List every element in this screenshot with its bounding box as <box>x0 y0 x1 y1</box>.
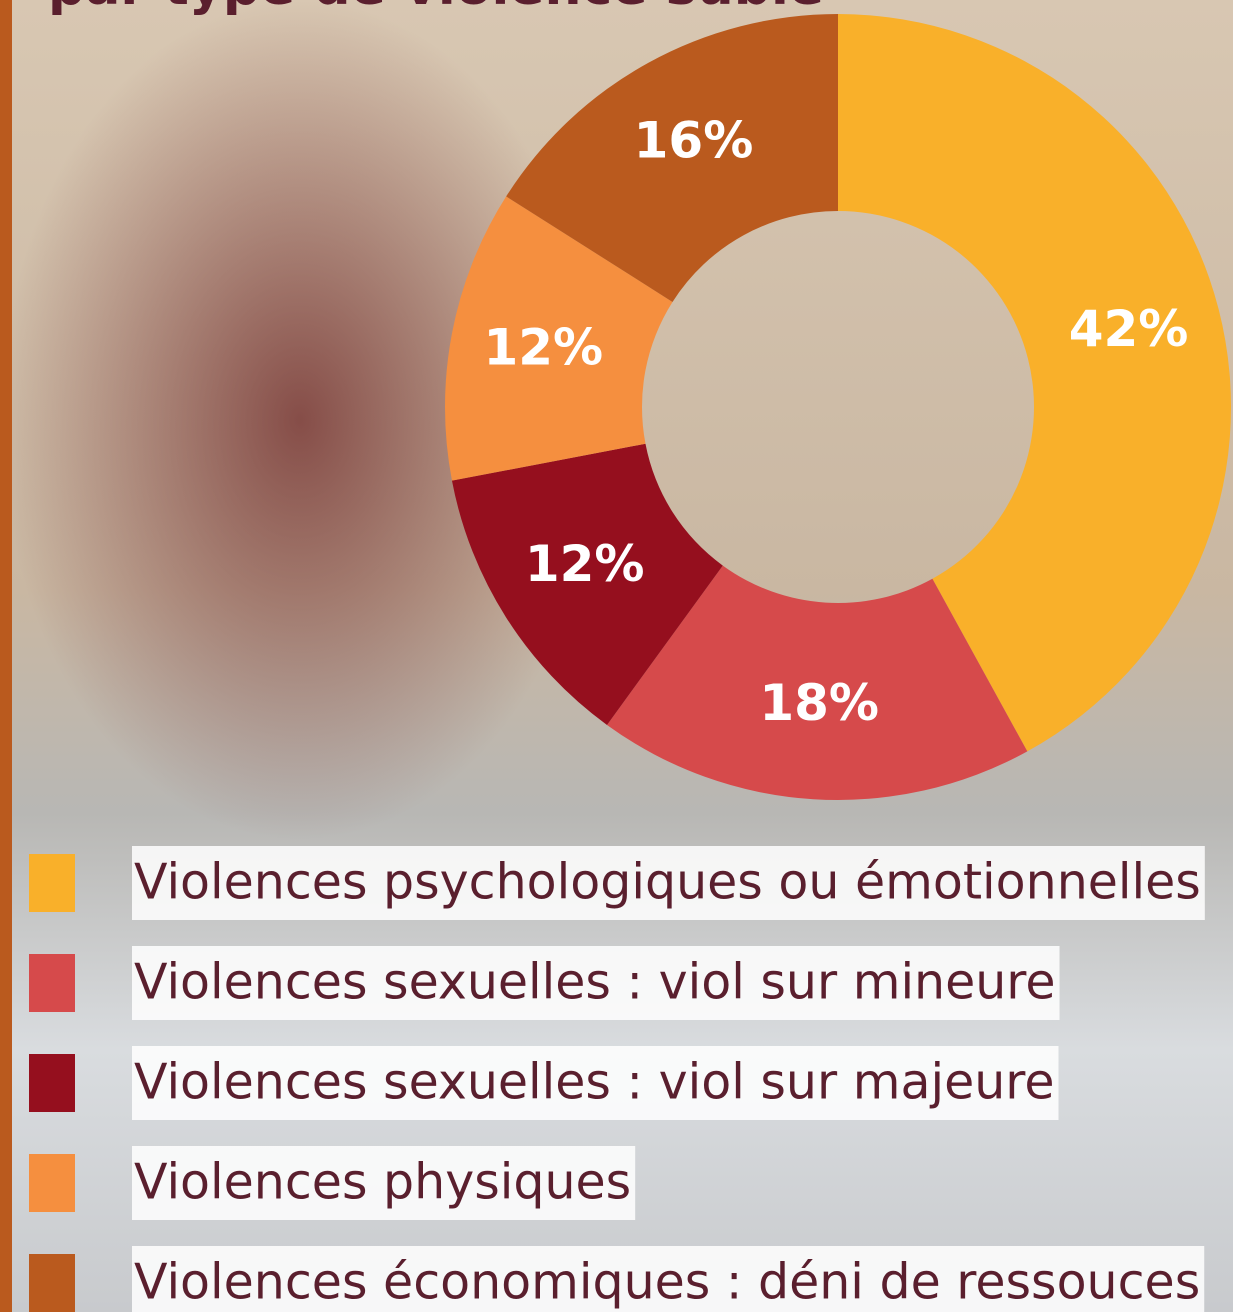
legend-label: Violences physiques <box>134 1154 631 1211</box>
legend-label: Violences économiques : déni de ressouce… <box>134 1254 1200 1311</box>
legend-swatch <box>29 854 75 912</box>
legend-swatch <box>29 954 75 1012</box>
legend-swatch <box>29 1154 75 1212</box>
slice-label: 16% <box>634 112 754 170</box>
chart-title: par type de violence subie <box>48 0 824 17</box>
slice-label: 18% <box>759 674 879 732</box>
slice-label: 12% <box>483 318 603 376</box>
slice-label: 12% <box>525 535 645 593</box>
slice-label: 42% <box>1069 300 1189 358</box>
legend-label: Violences psychologiques ou émotionnelle… <box>134 854 1201 911</box>
legend-swatch <box>29 1254 75 1312</box>
chart: par type de violence subie 42% 18% 12% 12% 1… <box>0 0 1233 1312</box>
legend-swatch <box>29 1054 75 1112</box>
legend-label: Violences sexuelles : viol sur majeure <box>134 1054 1055 1111</box>
page: par type de violence subie 42% 18% 12% 12% 1… <box>0 0 1233 1312</box>
legend-label: Violences sexuelles : viol sur mineure <box>134 954 1056 1011</box>
